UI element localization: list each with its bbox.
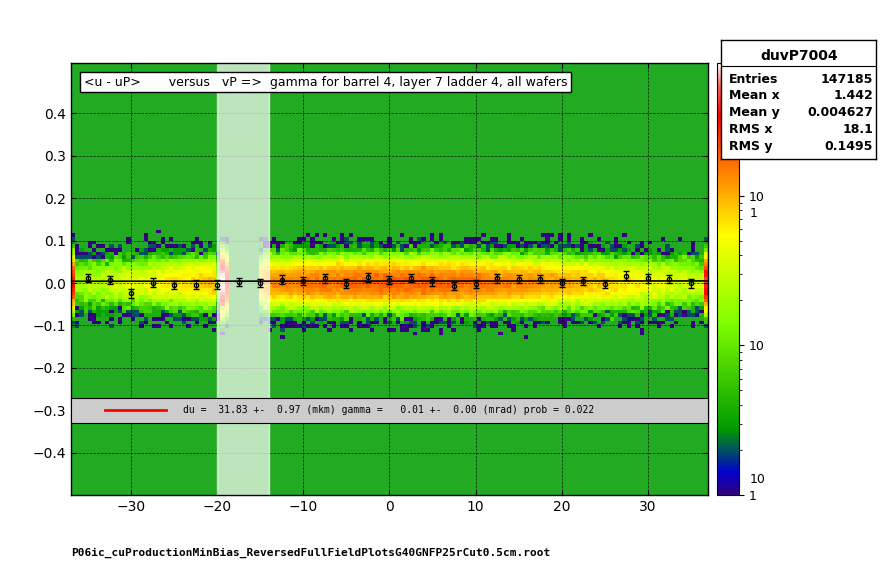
Text: Mean y: Mean y — [729, 106, 780, 119]
Text: 0.1495: 0.1495 — [825, 139, 873, 152]
Text: 18.1: 18.1 — [843, 123, 873, 136]
Text: 147185: 147185 — [820, 73, 873, 86]
Text: 0.004627: 0.004627 — [807, 106, 873, 119]
Text: Mean x: Mean x — [729, 89, 780, 102]
Text: <u - uP>       versus   vP =>  gamma for barrel 4, layer 7 ladder 4, all wafers: <u - uP> versus vP => gamma for barrel 4… — [83, 76, 567, 89]
Text: Entries: Entries — [729, 73, 779, 86]
Text: 1.442: 1.442 — [834, 89, 873, 102]
Text: du =  31.83 +-  0.97 (mkm) gamma =   0.01 +-  0.00 (mrad) prob = 0.022: du = 31.83 +- 0.97 (mkm) gamma = 0.01 +-… — [182, 405, 594, 415]
Text: 10: 10 — [750, 473, 766, 486]
Bar — [71, 398, 708, 423]
Text: duvP7004: duvP7004 — [760, 50, 837, 63]
Text: 1: 1 — [750, 208, 758, 220]
Text: RMS y: RMS y — [729, 139, 773, 152]
Text: RMS x: RMS x — [729, 123, 773, 136]
Text: P06ic_cuProductionMinBias_ReversedFullFieldPlotsG40GNFP25rCut0.5cm.root: P06ic_cuProductionMinBias_ReversedFullFi… — [71, 547, 550, 558]
Text: 10: 10 — [750, 71, 766, 84]
